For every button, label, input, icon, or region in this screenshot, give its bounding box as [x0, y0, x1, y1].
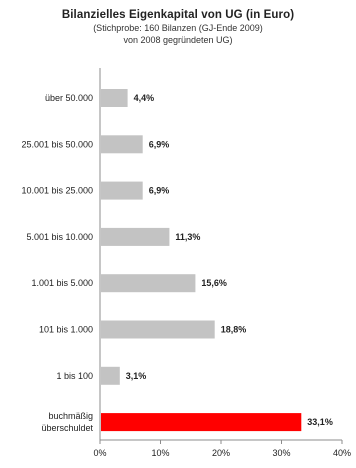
category-label: 25.001 bis 50.000	[21, 139, 93, 149]
x-tick-label: 20%	[212, 448, 230, 458]
category-label: 1.001 bis 5.000	[31, 278, 93, 288]
category-label: überschuldet	[41, 423, 93, 433]
data-label: 6,9%	[149, 186, 170, 196]
data-label: 4,4%	[134, 93, 155, 103]
data-label: 33,1%	[307, 417, 333, 427]
bar	[101, 366, 120, 385]
data-label: 11,3%	[175, 232, 200, 242]
bar	[101, 413, 302, 432]
chart-header: Bilanzielles Eigenkapital von UG (in Eur…	[0, 8, 356, 46]
chart-title: Bilanzielles Eigenkapital von UG (in Eur…	[61, 9, 295, 21]
category-label: über 50.000	[45, 93, 93, 103]
data-label: 15,6%	[201, 278, 227, 288]
bar	[101, 274, 196, 293]
data-label: 6,9%	[149, 139, 170, 149]
data-label: 18,8%	[221, 325, 247, 335]
bar	[101, 181, 143, 200]
x-tick-label: 0%	[93, 448, 106, 458]
x-tick-label: 30%	[272, 448, 290, 458]
category-label: 101 bis 1.000	[39, 325, 93, 335]
chart-subtitle-line-1: (Stichprobe: 160 Bilanzen (GJ-Ende 2009)	[93, 23, 263, 33]
chart-subtitle-line-2: von 2008 gegründeten UG)	[123, 35, 233, 45]
data-label: 3,1%	[126, 371, 147, 381]
bar	[101, 227, 170, 246]
x-tick-label: 40%	[333, 448, 351, 458]
category-label: 5.001 bis 10.000	[26, 232, 93, 242]
category-label: 10.001 bis 25.000	[21, 186, 93, 196]
bar	[101, 320, 215, 339]
bar	[101, 135, 143, 154]
x-tick-label: 10%	[151, 448, 169, 458]
category-label: buchmäßig	[48, 411, 93, 421]
bar	[101, 89, 128, 107]
category-label: 1 bis 100	[56, 371, 93, 381]
